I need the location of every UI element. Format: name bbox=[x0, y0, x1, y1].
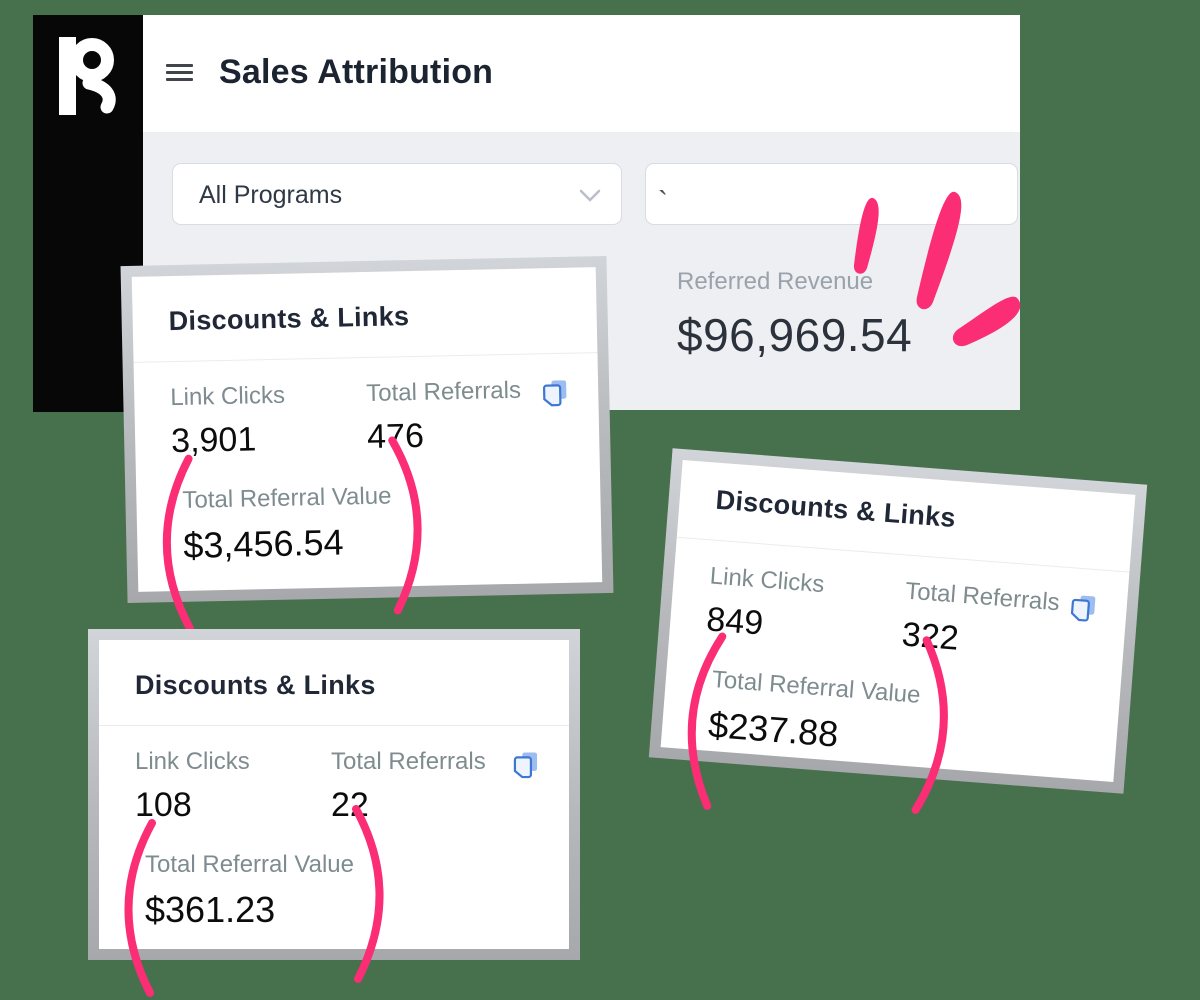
total-referral-value-stat: Total Referral Value $3,456.54 bbox=[172, 453, 566, 567]
pink-right-paren-stroke bbox=[911, 636, 948, 814]
total-referral-value: $361.23 bbox=[145, 889, 276, 930]
link-clicks-label: Link Clicks bbox=[135, 748, 250, 775]
copy-icon[interactable] bbox=[540, 378, 571, 411]
program-filter-dropdown[interactable]: All Programs bbox=[172, 163, 622, 225]
pink-right-paren-stroke bbox=[352, 805, 384, 983]
pink-left-paren-stroke bbox=[687, 632, 727, 810]
secondary-filter-value: ` bbox=[658, 186, 668, 219]
link-clicks-label: Link Clicks bbox=[708, 562, 826, 599]
discounts-links-card: Discounts & Links Link Clicks 3,901 Tota… bbox=[120, 255, 614, 633]
program-filter-value: All Programs bbox=[199, 181, 343, 209]
pink-left-paren-stroke bbox=[162, 454, 195, 633]
brand-sidebar bbox=[33, 15, 143, 412]
link-clicks-stat: Link Clicks 108 bbox=[135, 748, 331, 825]
hamburger-menu-icon[interactable] bbox=[166, 64, 193, 85]
total-referrals-label: Total Referrals bbox=[904, 577, 1061, 617]
total-referrals-stat: Total Referrals 22 bbox=[331, 748, 486, 825]
total-referrals-label: Total Referrals bbox=[365, 376, 522, 408]
copy-icon[interactable] bbox=[511, 750, 541, 782]
chevron-down-icon bbox=[579, 189, 601, 202]
referred-revenue-label: Referred Revenue bbox=[677, 268, 874, 295]
total-referrals-label: Total Referrals bbox=[331, 748, 486, 775]
referral-rock-logo-icon bbox=[59, 37, 116, 115]
total-referral-value-stat: Total Referral Value $361.23 bbox=[135, 825, 533, 931]
card-title: Discounts & Links bbox=[135, 670, 376, 700]
link-clicks-stat: Link Clicks 3,901 bbox=[170, 380, 368, 461]
pink-left-paren-stroke bbox=[124, 819, 156, 997]
card-divider bbox=[99, 725, 569, 726]
card-surface: Discounts & Links Link Clicks 3,901 Tota… bbox=[131, 267, 603, 592]
card-title: Discounts & Links bbox=[714, 484, 957, 534]
discounts-links-card: Discounts & Links Link Clicks 108 Total … bbox=[88, 629, 580, 997]
pink-emphasis-strokes bbox=[853, 191, 1021, 347]
page-title: Sales Attribution bbox=[219, 53, 494, 91]
copy-icon[interactable] bbox=[1067, 592, 1099, 626]
total-referral-value: $3,456.54 bbox=[182, 521, 344, 566]
card-title: Discounts & Links bbox=[168, 301, 410, 337]
link-clicks-label: Link Clicks bbox=[170, 381, 286, 412]
referred-revenue-stat: Referred Revenue $96,969.54 bbox=[677, 268, 912, 362]
app-header: Sales Attribution bbox=[143, 15, 1020, 132]
discounts-links-card: Discounts & Links Link Clicks 849 Total … bbox=[648, 448, 1148, 814]
card-surface: Discounts & Links Link Clicks 108 Total … bbox=[99, 640, 569, 949]
link-clicks-value: 108 bbox=[135, 786, 192, 824]
referred-revenue-value: $96,969.54 bbox=[677, 309, 913, 361]
card-surface: Discounts & Links Link Clicks 849 Total … bbox=[660, 460, 1136, 782]
total-referral-value-label: Total Referral Value bbox=[145, 851, 354, 878]
total-referral-value-label: Total Referral Value bbox=[182, 482, 392, 514]
pink-right-paren-stroke bbox=[388, 436, 422, 615]
